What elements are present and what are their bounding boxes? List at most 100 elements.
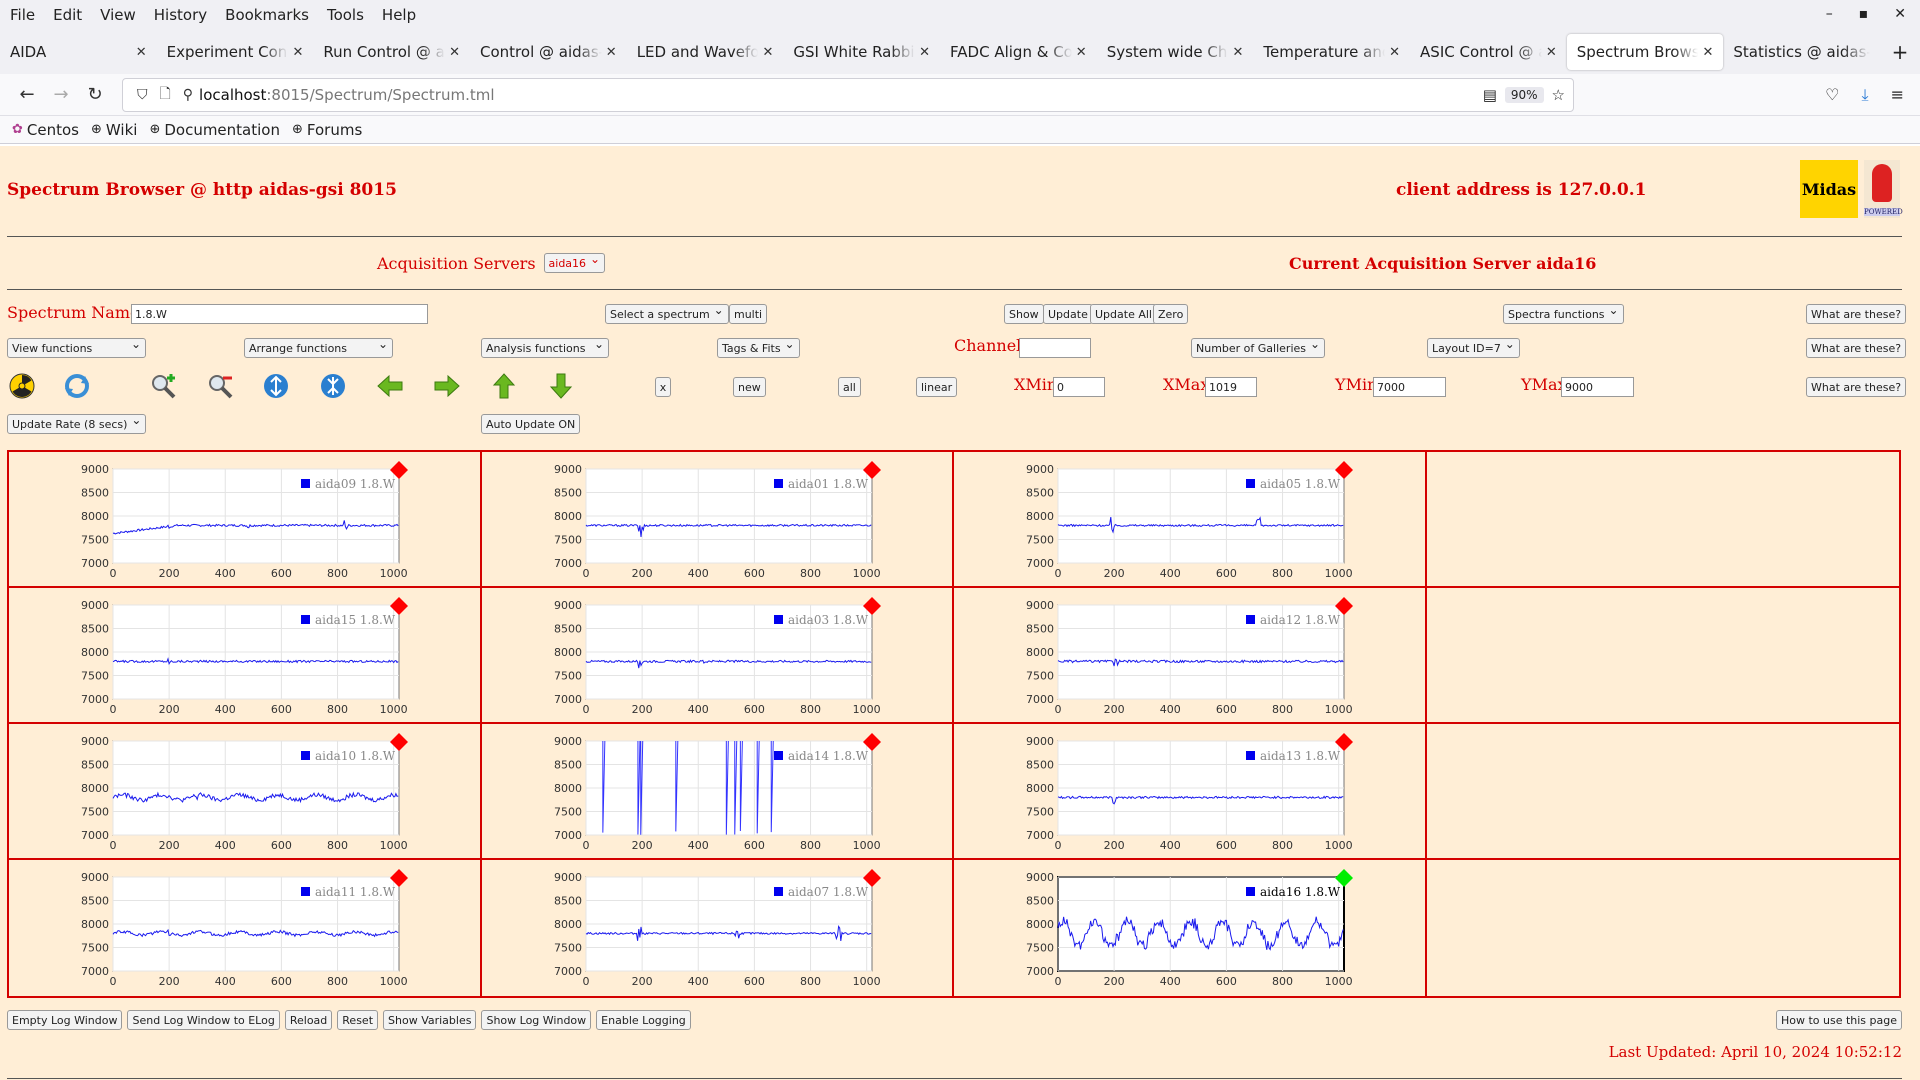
permissions-icon[interactable]: ⚲ bbox=[182, 86, 194, 103]
menu-bookmarks[interactable]: Bookmarks bbox=[225, 6, 309, 24]
menu-tools[interactable]: Tools bbox=[326, 6, 364, 24]
radiation-icon[interactable] bbox=[8, 372, 36, 400]
spectrum-cell[interactable]: 0 200 400 600 800 1000 9000 8500 8000 7500 7000 aid… bbox=[954, 860, 1427, 996]
update-button[interactable]: Update bbox=[1043, 304, 1093, 324]
spectrum-plot[interactable]: 0 200 400 600 800 1000 9000 8500 8000 7500 7000 aid… bbox=[9, 724, 481, 859]
marker-icon[interactable] bbox=[862, 461, 881, 479]
minimize-icon[interactable]: – bbox=[1825, 6, 1833, 22]
menu-file[interactable]: File bbox=[10, 6, 36, 24]
ymax-input[interactable]: 9000 bbox=[1561, 377, 1634, 397]
xmin-input[interactable]: 0 bbox=[1053, 377, 1105, 397]
marker-icon[interactable] bbox=[390, 597, 408, 615]
close-window-icon[interactable]: ✕ bbox=[1894, 6, 1906, 22]
bookmark-wiki[interactable]: ⊕ Wiki bbox=[91, 121, 137, 139]
reload-icon[interactable]: ↻ bbox=[87, 84, 103, 105]
downloads-icon[interactable]: ⤓ bbox=[1861, 84, 1869, 104]
arrange-functions-dropdown[interactable]: Arrange functions bbox=[244, 337, 393, 358]
tab-close-icon[interactable]: ✕ bbox=[1389, 44, 1401, 60]
empty-log-window-button[interactable]: Empty Log Window bbox=[7, 1010, 123, 1030]
zoom-level[interactable]: 90% bbox=[1504, 86, 1544, 103]
spectrum-plot[interactable]: 0 200 400 600 800 1000 9000 8500 8000 7500 7000 aid… bbox=[482, 588, 954, 723]
number-of-galleries-dropdown[interactable]: Number of Galleries bbox=[1191, 337, 1326, 358]
up-arrow-icon[interactable] bbox=[490, 372, 518, 400]
down-arrow-icon[interactable] bbox=[547, 372, 575, 400]
new-tab-button[interactable]: + bbox=[1891, 40, 1909, 64]
update-all-button[interactable]: Update All bbox=[1090, 304, 1157, 324]
ymin-input[interactable]: 7000 bbox=[1373, 377, 1446, 397]
spectrum-cell[interactable]: 0 200 400 600 800 1000 9000 8500 8000 7500 7000 aid… bbox=[482, 860, 954, 996]
show-log-window-button[interactable]: Show Log Window bbox=[481, 1010, 592, 1030]
shield-icon[interactable]: ⛉ bbox=[137, 86, 148, 103]
tab-10[interactable]: Spectrum Browser✕ bbox=[1566, 34, 1724, 70]
maximize-icon[interactable]: ▪ bbox=[1858, 6, 1869, 22]
url-bar[interactable]: ⛉ 🗋 ⚲ localhost:8015/Spectrum/Spectrum.t… bbox=[122, 77, 1574, 112]
tab-close-icon[interactable]: ✕ bbox=[1702, 44, 1714, 60]
tab-7[interactable]: System wide Checks✕ bbox=[1097, 30, 1254, 74]
spectrum-plot[interactable]: 0 200 400 600 800 1000 9000 8500 8000 7500 7000 aid… bbox=[954, 860, 1426, 995]
tab-11[interactable]: Statistics @ aidas- bbox=[1723, 30, 1880, 74]
tab-8[interactable]: Temperature and s✕ bbox=[1253, 30, 1410, 74]
tab-2[interactable]: Run Control @ aidas✕ bbox=[313, 30, 470, 74]
marker-icon[interactable] bbox=[862, 597, 881, 615]
spectrum-name-input[interactable]: 1.8.W bbox=[131, 304, 428, 324]
how-to-use-button[interactable]: How to use this page bbox=[1775, 1010, 1902, 1030]
spectrum-plot[interactable]: 0 200 400 600 800 1000 9000 8500 8000 7500 7000 aid… bbox=[482, 452, 954, 587]
spectrum-cell[interactable]: 0 200 400 600 800 1000 9000 8500 8000 7500 7000 aid… bbox=[481, 724, 954, 860]
zero-button[interactable]: Zero bbox=[1153, 304, 1189, 324]
tab-6[interactable]: FADC Align & Control✕ bbox=[940, 30, 1097, 74]
right-arrow-icon[interactable] bbox=[433, 372, 461, 400]
marker-icon[interactable] bbox=[390, 461, 408, 479]
menu-help[interactable]: Help bbox=[381, 6, 417, 24]
enable-logging-button[interactable]: Enable Logging bbox=[596, 1010, 691, 1030]
what-are-these-button[interactable]: What are these? bbox=[1806, 377, 1907, 397]
spectrum-cell[interactable]: 0 200 400 600 800 1000 9000 8500 8000 7500 7000 aid… bbox=[954, 452, 1427, 588]
send-log-to-elog-button[interactable]: Send Log Window to ELog bbox=[127, 1010, 280, 1030]
marker-icon[interactable] bbox=[1335, 597, 1353, 615]
spectrum-cell[interactable]: 0 200 400 600 800 1000 9000 8500 8000 7500 7000 aid… bbox=[954, 588, 1427, 724]
x-button[interactable]: x bbox=[655, 377, 671, 397]
tab-close-icon[interactable]: ✕ bbox=[449, 44, 461, 60]
tab-close-icon[interactable]: ✕ bbox=[605, 44, 617, 60]
app-menu-icon[interactable]: ≡ bbox=[1890, 84, 1904, 104]
reload-button[interactable]: Reload bbox=[284, 1010, 333, 1030]
forward-icon[interactable]: → bbox=[53, 84, 69, 105]
tab-4[interactable]: LED and Waveforms✕ bbox=[627, 30, 784, 74]
zoom-in-icon[interactable] bbox=[149, 372, 177, 400]
multi-button[interactable]: multi bbox=[729, 304, 768, 324]
tab-close-icon[interactable]: ✕ bbox=[1545, 44, 1557, 60]
menu-edit[interactable]: Edit bbox=[53, 6, 83, 24]
spectrum-plot[interactable]: 0 200 400 600 800 1000 9000 8500 8000 7500 7000 aid… bbox=[9, 452, 481, 587]
marker-icon[interactable] bbox=[390, 869, 408, 887]
what-are-these-button[interactable]: What are these? bbox=[1806, 304, 1907, 324]
spectrum-cell[interactable]: 0 200 400 600 800 1000 9000 8500 8000 7500 7000 aid… bbox=[481, 588, 954, 724]
expand-y-icon[interactable] bbox=[262, 372, 290, 400]
reader-view-icon[interactable]: ▤ bbox=[1482, 85, 1497, 104]
spectrum-cell[interactable]: 0 200 400 600 800 1000 9000 8500 8000 7500 7000 aid… bbox=[9, 588, 482, 724]
auto-update-button[interactable]: Auto Update ON bbox=[481, 414, 581, 434]
marker-icon[interactable] bbox=[862, 869, 881, 887]
xmax-input[interactable]: 1019 bbox=[1205, 377, 1257, 397]
marker-icon[interactable] bbox=[862, 733, 881, 751]
bookmark-forums[interactable]: ⊕ Forums bbox=[292, 121, 362, 139]
tab-9[interactable]: ASIC Control @ aidas✕ bbox=[1410, 30, 1567, 74]
what-are-these-button[interactable]: What are these? bbox=[1806, 338, 1907, 358]
view-functions-dropdown[interactable]: View functions bbox=[7, 337, 146, 358]
tab-close-icon[interactable]: ✕ bbox=[292, 44, 304, 60]
spectrum-plot[interactable]: 0 200 400 600 800 1000 9000 8500 8000 7500 7000 aid… bbox=[9, 860, 481, 995]
marker-icon[interactable] bbox=[390, 733, 408, 751]
tab-3[interactable]: Control @ aidas-gsi✕ bbox=[470, 30, 627, 74]
spectrum-plot[interactable]: 0 200 400 600 800 1000 9000 8500 8000 7500 7000 aid… bbox=[9, 588, 481, 723]
channel-input[interactable] bbox=[1019, 338, 1091, 358]
spectrum-plot[interactable]: 0 200 400 600 800 1000 9000 8500 8000 7500 7000 aid… bbox=[482, 724, 954, 859]
menu-history[interactable]: History bbox=[153, 6, 208, 24]
tab-5[interactable]: GSI White Rabbit T✕ bbox=[783, 30, 940, 74]
spectra-functions-dropdown[interactable]: Spectra functions bbox=[1503, 303, 1624, 324]
spectrum-cell[interactable]: 0 200 400 600 800 1000 9000 8500 8000 7500 7000 aid… bbox=[954, 724, 1427, 860]
tab-close-icon[interactable]: ✕ bbox=[135, 44, 147, 60]
left-arrow-icon[interactable] bbox=[376, 372, 404, 400]
spectrum-plot[interactable]: 0 200 400 600 800 1000 9000 8500 8000 7500 7000 aid… bbox=[482, 860, 954, 995]
pocket-icon[interactable]: ♡ bbox=[1825, 84, 1840, 104]
compress-y-icon[interactable] bbox=[319, 372, 347, 400]
spectrum-plot[interactable]: 0 200 400 600 800 1000 9000 8500 8000 7500 7000 aid… bbox=[954, 588, 1426, 723]
update-rate-dropdown[interactable]: Update Rate (8 secs) bbox=[7, 413, 147, 434]
